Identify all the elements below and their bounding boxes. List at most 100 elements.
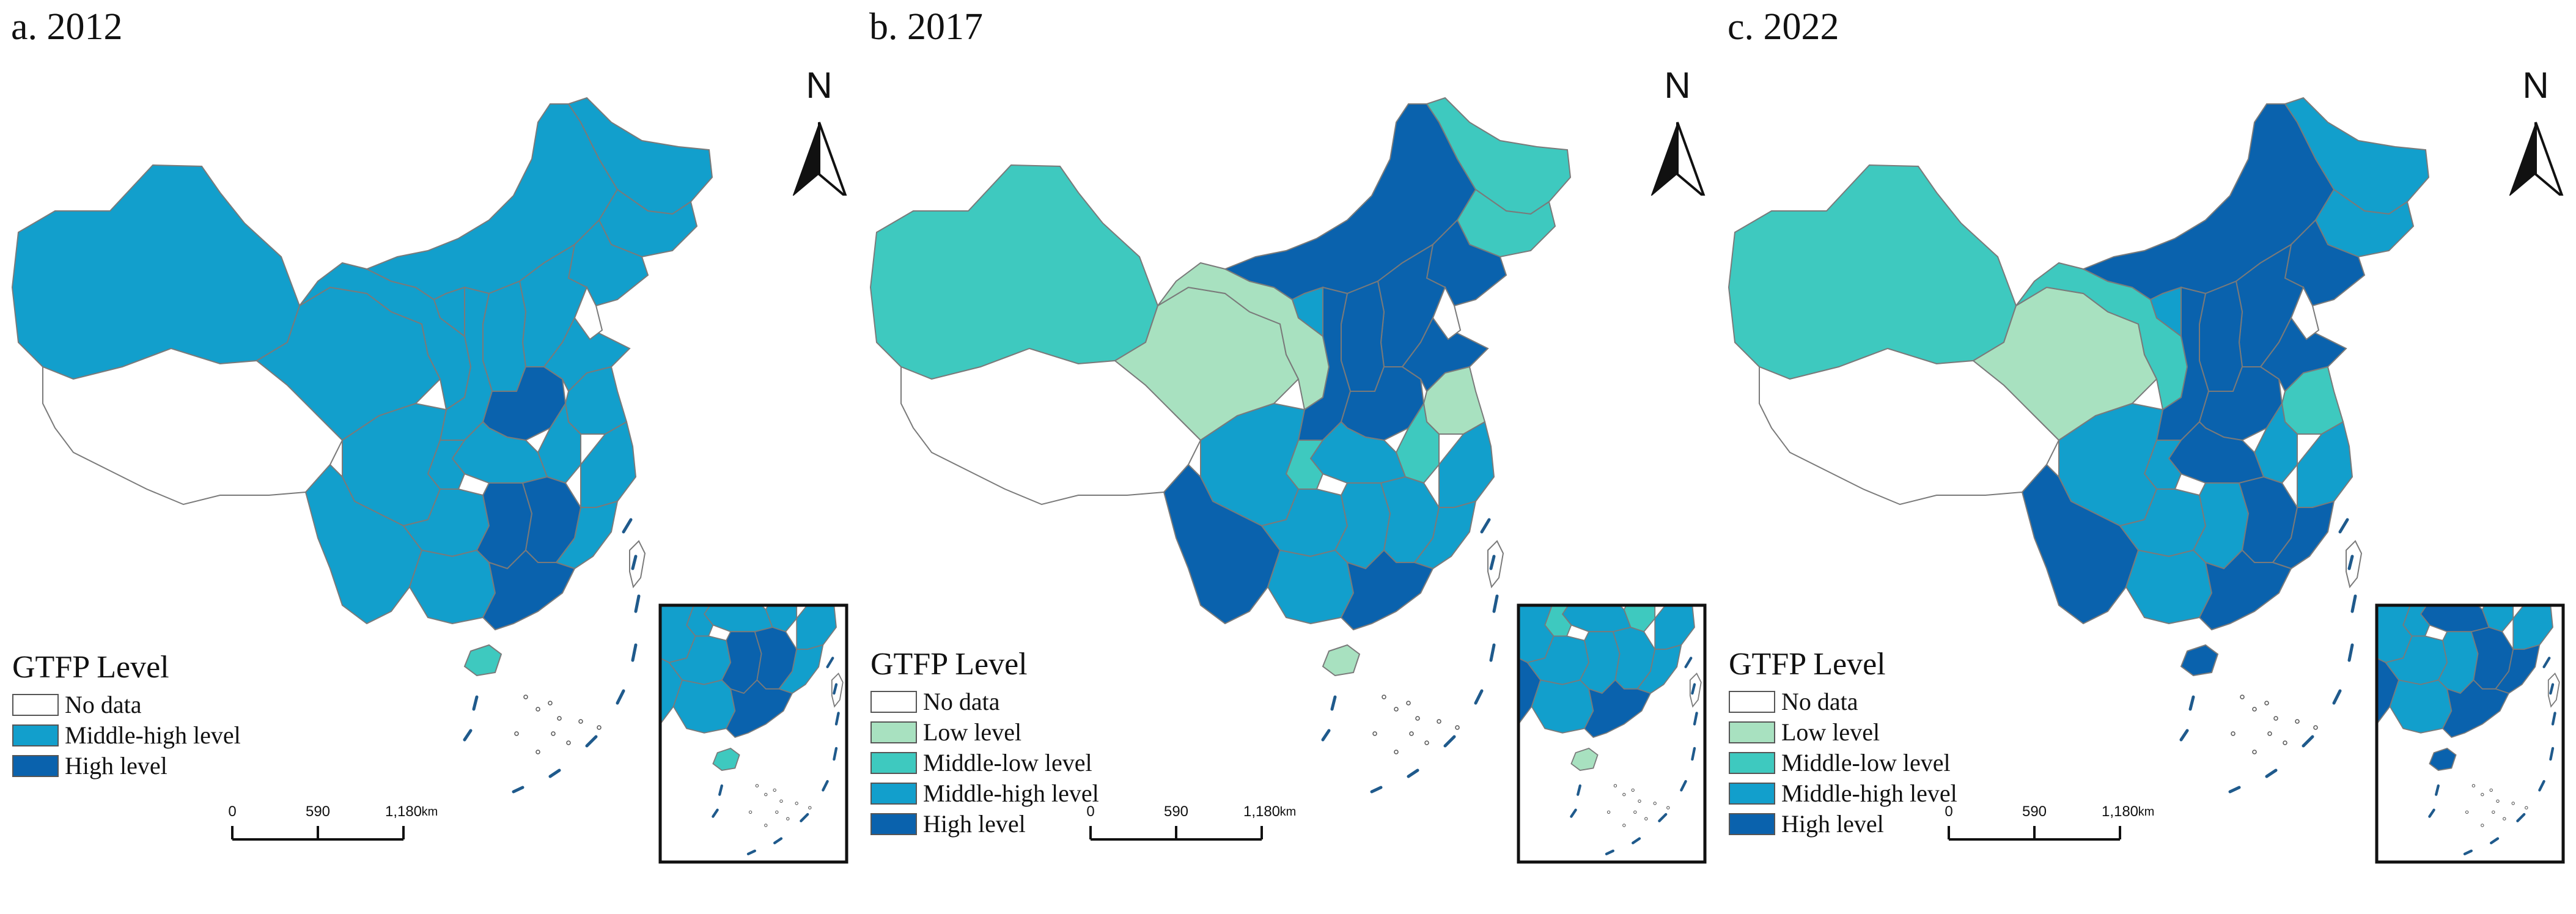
inset-province xyxy=(1518,605,1555,663)
island-dot xyxy=(535,707,540,712)
inset-dash-segment xyxy=(1632,837,1641,844)
island-dot xyxy=(597,725,602,730)
inset-province xyxy=(1689,673,1702,708)
inset-island-dot xyxy=(1633,810,1637,814)
nine-dash-line-segment xyxy=(631,555,638,570)
inset-province xyxy=(1561,605,1632,633)
province-shanxi xyxy=(2199,280,2243,392)
inset-island-dot xyxy=(755,784,759,787)
inset-province xyxy=(1584,548,1644,600)
province-heilongjiang xyxy=(2284,97,2430,215)
island-dot xyxy=(548,701,553,706)
inset-dash-segment xyxy=(2549,683,2555,695)
legend-label: Middle-low level xyxy=(923,749,1092,776)
inset-island-dot xyxy=(786,817,790,820)
nine-dash-line-segment xyxy=(2338,518,2349,534)
inset-island-dot xyxy=(748,810,753,814)
nine-dash-line-segment xyxy=(2188,695,2195,711)
north-label: N xyxy=(1664,65,1691,106)
island-dot xyxy=(514,731,519,736)
inset-province xyxy=(778,644,824,694)
province-shanxi xyxy=(482,280,527,392)
panel-title: c. 2022 xyxy=(1728,6,1839,48)
legend-swatch xyxy=(870,691,917,713)
inset-dash-segment xyxy=(718,784,723,796)
map-panel-2012: a. 2012 N GTFP Level No data Middle-high … xyxy=(0,0,858,914)
island-dot xyxy=(523,695,528,699)
inset-island-dot xyxy=(2525,806,2528,809)
legend-label: Middle-high level xyxy=(1781,779,1957,807)
inset-island-dot xyxy=(1644,817,1648,820)
legend-items: No data Low level Middle-low level Middle-h… xyxy=(870,687,1099,839)
north-arrow-icon xyxy=(1650,122,1706,196)
legend-item: High level xyxy=(870,809,1099,839)
island-dot xyxy=(2252,750,2257,754)
panel-title: a. 2012 xyxy=(11,6,123,48)
south-china-sea-islands xyxy=(463,518,641,794)
island-dot xyxy=(1372,731,1377,736)
inset-island-dot xyxy=(1606,810,1611,814)
china-map xyxy=(11,97,848,864)
scale-bar: 0 590 1,180 km xyxy=(223,803,438,847)
nine-dash-line-segment xyxy=(1321,729,1331,742)
inset-island-dot xyxy=(1613,784,1617,787)
province-hainan xyxy=(1322,644,1361,677)
inset-province xyxy=(660,657,683,725)
inset-dash-segment xyxy=(834,712,840,726)
island-dot xyxy=(557,716,562,721)
province-hainan xyxy=(463,644,502,677)
inset-frame xyxy=(658,603,848,864)
legend-item: Low level xyxy=(1729,717,1957,748)
legend-title: GTFP Level xyxy=(12,650,169,685)
china-map xyxy=(869,97,1707,864)
nine-dash-line-segment xyxy=(634,594,641,613)
legend-swatch xyxy=(1729,752,1775,774)
bohai-sea xyxy=(2290,286,2320,341)
inset-island-dot xyxy=(1631,788,1635,792)
scale-bar: 0 590 1,180 km xyxy=(1940,804,2154,847)
inset-dash-segment xyxy=(2551,712,2556,726)
legend-item: Middle-low level xyxy=(1729,748,1957,778)
province-shandong xyxy=(1401,317,1489,393)
island-dot xyxy=(1424,740,1429,745)
inset-dash-segment xyxy=(822,779,829,792)
inset-dash-segment xyxy=(1680,779,1687,792)
inset-dash-segment xyxy=(2549,746,2555,761)
inset-frame xyxy=(1517,603,1707,864)
nine-dash-line-segment xyxy=(1370,786,1383,794)
scale-unit: km xyxy=(2138,805,2155,819)
province-shandong xyxy=(2259,317,2347,393)
inset-province xyxy=(2377,657,2400,725)
inset-island-dot xyxy=(2465,810,2469,814)
legend-item: High level xyxy=(1729,809,1957,839)
legend-item: Middle-high level xyxy=(1729,778,1957,809)
south-china-sea-inset xyxy=(660,605,847,862)
inset-island-dot xyxy=(773,788,776,792)
legend-swatch xyxy=(870,721,917,743)
legend-swatch xyxy=(1729,691,1775,713)
province-heilongjiang xyxy=(1426,97,1572,215)
nine-dash-line-segment xyxy=(472,695,479,711)
inset-island-dot xyxy=(1622,792,1626,797)
nine-dash-line-segment xyxy=(1443,735,1456,748)
inset-province xyxy=(2443,548,2502,600)
legend-label: High level xyxy=(65,752,167,779)
inset-province xyxy=(703,605,773,633)
legend-label: Middle-high level xyxy=(923,779,1099,807)
island-dot xyxy=(2264,701,2269,706)
province-yunnan xyxy=(1163,463,1281,625)
legend: GTFP Level No data Middle-high level High … xyxy=(12,648,241,781)
inset-dash-segment xyxy=(746,849,756,855)
nine-dash-line-segment xyxy=(2179,729,2189,742)
scale-tick-2: 1,180 xyxy=(385,803,422,820)
scale-tick-0: 0 xyxy=(228,803,237,820)
inset-dash-segment xyxy=(1691,746,1696,761)
south-china-sea-islands xyxy=(2179,518,2357,794)
inset-dash-segment xyxy=(2490,837,2500,844)
legend-swatch xyxy=(870,783,917,805)
inset-dash-segment xyxy=(1691,683,1696,695)
inset-province xyxy=(1628,513,1690,566)
inset-dash-segment xyxy=(773,837,783,844)
province-taiwan xyxy=(2346,540,2363,589)
inset-province xyxy=(1583,679,1652,739)
